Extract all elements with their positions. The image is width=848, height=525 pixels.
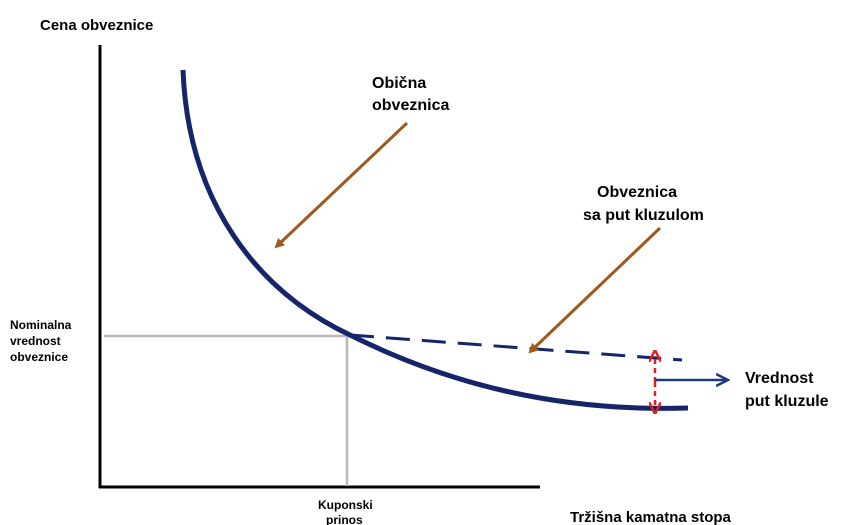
label: prinos [326,513,363,525]
label: Kuponski [318,498,373,512]
put-bond-curve [349,333,683,362]
label: sa put kluzulom [583,207,704,224]
arrow [274,121,409,249]
label: Obveznica [597,184,677,201]
label: put kluzule [745,393,829,410]
label: obveznica [372,97,449,114]
label: vrednost [10,334,61,348]
plain-bond-curve [180,69,689,411]
x-axis-label: Tržišna kamatna stopa [570,509,732,525]
label: Nominalna [10,318,72,332]
y-axis-label: Cena obveznice [40,17,153,34]
label: Vrednost [745,370,814,387]
label: obveznice [10,350,68,364]
arrow [528,226,662,354]
label: Obična [372,75,426,92]
